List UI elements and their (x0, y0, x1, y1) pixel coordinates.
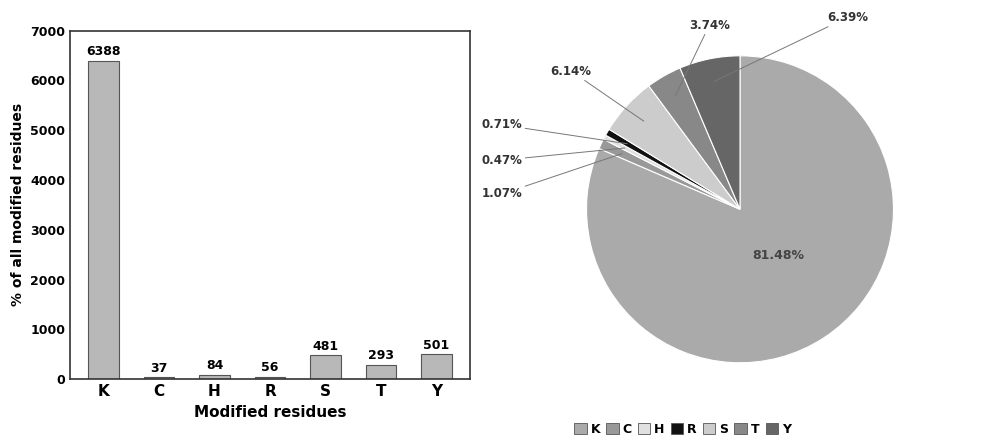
Wedge shape (587, 56, 893, 363)
Bar (310, 355, 341, 379)
Text: 56: 56 (261, 361, 279, 374)
Text: 1.07%: 1.07% (482, 153, 622, 201)
Wedge shape (603, 135, 740, 209)
Wedge shape (680, 56, 740, 209)
Bar (366, 365, 396, 379)
Text: 3.74%: 3.74% (675, 19, 730, 96)
Bar (144, 378, 174, 379)
Text: 81.48%: 81.48% (752, 249, 804, 262)
Legend: K, C, H, R, S, T, Y: K, C, H, R, S, T, Y (569, 418, 796, 436)
Text: 0.47%: 0.47% (482, 148, 625, 167)
Wedge shape (649, 68, 740, 209)
Text: 501: 501 (423, 339, 450, 351)
Text: 6.14%: 6.14% (551, 65, 644, 121)
Y-axis label: % of all modified residues: % of all modified residues (11, 103, 25, 307)
Text: 0.71%: 0.71% (482, 118, 627, 144)
Wedge shape (609, 86, 740, 209)
Bar (88, 61, 119, 379)
Text: 481: 481 (312, 340, 339, 353)
Bar (199, 375, 230, 379)
Text: 6388: 6388 (86, 45, 121, 58)
Wedge shape (599, 139, 740, 209)
Wedge shape (606, 129, 740, 209)
Bar (255, 377, 285, 379)
X-axis label: Modified residues: Modified residues (194, 405, 346, 420)
Text: 37: 37 (150, 362, 168, 375)
Bar (421, 354, 452, 379)
Text: 84: 84 (206, 359, 223, 372)
Text: 293: 293 (368, 349, 394, 362)
Text: 6.39%: 6.39% (714, 11, 868, 82)
